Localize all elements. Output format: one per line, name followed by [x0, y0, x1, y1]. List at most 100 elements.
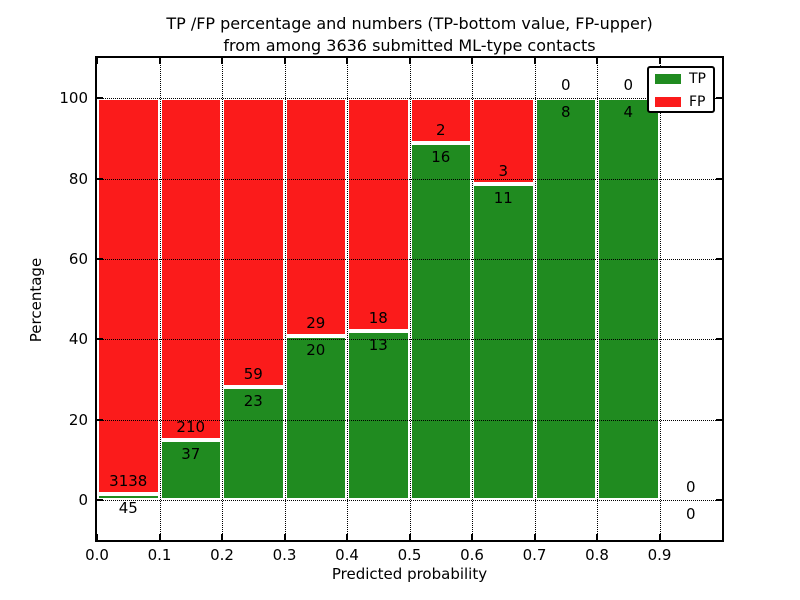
y-tick-left	[97, 498, 103, 501]
tp-count-label: 23	[243, 392, 263, 411]
x-tick-top	[96, 58, 98, 64]
x-tick-bottom	[283, 534, 286, 540]
fp-count-label: 2	[435, 120, 446, 139]
legend: TP FP	[647, 66, 715, 113]
y-tick-label: 100	[59, 89, 88, 108]
y-tick-right	[716, 257, 722, 260]
tp-count-label: 8	[560, 103, 571, 122]
legend-label: TP	[689, 71, 706, 87]
y-tick-left	[97, 257, 103, 260]
tp-count-label: 11	[493, 189, 513, 208]
legend-swatch-fp-icon	[655, 97, 681, 107]
x-axis-label: Predicted probability	[331, 565, 488, 583]
fp-count-label: 0	[623, 76, 634, 95]
x-tick-label: 0.0	[85, 546, 109, 564]
x-tick-label: 0.2	[210, 546, 234, 564]
y-axis-label: Percentage	[27, 257, 45, 343]
y-tick-label: 0	[78, 490, 88, 509]
fp-count-label: 0	[685, 477, 696, 496]
bar-segment-tp	[347, 331, 410, 500]
y-tick-right	[716, 338, 722, 341]
tp-count-label: 45	[118, 499, 138, 518]
fp-count-label: 0	[560, 76, 571, 95]
x-tick-top	[596, 58, 598, 64]
bar-segment-tp	[284, 335, 347, 500]
x-tick-label: 0.1	[147, 546, 172, 564]
x-tick-top	[533, 58, 536, 64]
bar-segment-tp	[472, 184, 535, 500]
tp-count-label: 16	[431, 147, 451, 166]
gridline-vertical	[659, 58, 661, 540]
bar-segment-tp	[597, 98, 660, 500]
x-tick-top	[158, 58, 161, 64]
y-tick-right	[716, 97, 722, 100]
x-tick-top	[346, 58, 348, 64]
x-tick-bottom	[658, 534, 661, 540]
x-tick-top	[408, 58, 411, 64]
y-tick-label: 20	[68, 410, 88, 429]
x-tick-bottom	[96, 534, 98, 540]
chart-title-line1: TP /FP percentage and numbers (TP-bottom…	[166, 14, 653, 33]
gridline-vertical	[472, 58, 473, 540]
gridline-vertical	[159, 58, 161, 540]
legend-swatch-tp-icon	[655, 74, 681, 84]
gridline-vertical	[409, 58, 411, 540]
bar-segment-tp	[159, 439, 222, 500]
legend-entry: TP	[655, 71, 709, 87]
y-tick-right	[716, 498, 722, 501]
x-tick-label: 0.4	[335, 546, 359, 564]
tp-count-label: 37	[181, 444, 201, 463]
y-tick-left	[97, 338, 103, 341]
x-tick-label: 0.3	[272, 546, 297, 564]
bar-segment-tp	[97, 494, 160, 500]
y-tick-left	[97, 177, 103, 180]
tp-count-label: 4	[623, 103, 634, 122]
fp-count-label: 18	[368, 309, 388, 328]
fp-count-label: 3138	[109, 472, 148, 491]
fp-count-label: 210	[176, 417, 206, 436]
legend-entry: FP	[655, 94, 709, 110]
bar-segment-tp	[534, 98, 597, 500]
y-tick-label: 80	[68, 169, 88, 188]
gridline-vertical	[534, 58, 536, 540]
x-tick-top	[658, 58, 661, 64]
bar-segment-fp	[347, 98, 410, 332]
fp-count-label: 29	[306, 313, 326, 332]
gridline-vertical	[597, 58, 598, 540]
x-tick-top	[471, 58, 473, 64]
x-tick-label: 0.9	[647, 546, 672, 564]
y-tick-left	[97, 418, 103, 421]
x-tick-top	[221, 58, 223, 64]
x-tick-bottom	[158, 534, 161, 540]
x-tick-label: 0.5	[397, 546, 422, 564]
tp-count-label: 0	[685, 504, 696, 523]
x-tick-label: 0.7	[522, 546, 547, 564]
tp-count-label: 13	[368, 336, 388, 355]
gridline-vertical	[347, 58, 348, 540]
bar-segment-fp	[222, 98, 285, 388]
y-tick-label: 40	[68, 330, 88, 349]
gridline-vertical	[284, 58, 286, 540]
x-tick-top	[283, 58, 286, 64]
legend-label: FP	[689, 94, 706, 110]
bar-segment-fp	[472, 98, 535, 185]
y-tick-label: 60	[68, 249, 88, 268]
x-tick-label: 0.6	[460, 546, 484, 564]
x-tick-bottom	[408, 534, 411, 540]
bar-segment-fp	[97, 98, 160, 495]
y-tick-left	[97, 97, 103, 100]
x-tick-bottom	[346, 534, 348, 540]
bar-segment-fp	[159, 98, 222, 440]
x-tick-bottom	[471, 534, 473, 540]
x-tick-bottom	[221, 534, 223, 540]
x-tick-label: 0.8	[585, 546, 609, 564]
y-tick-right	[716, 418, 722, 421]
gridline-vertical	[222, 58, 223, 540]
tp-count-label: 20	[306, 340, 326, 359]
y-tick-right	[716, 177, 722, 180]
x-tick-bottom	[596, 534, 598, 540]
plot-area: 3138 45 210 37 59 23 29 20 18 13 2 16 3 11 0 8 0 4 0 0	[95, 56, 724, 542]
x-tick-bottom	[533, 534, 536, 540]
fp-count-label: 59	[243, 365, 263, 384]
